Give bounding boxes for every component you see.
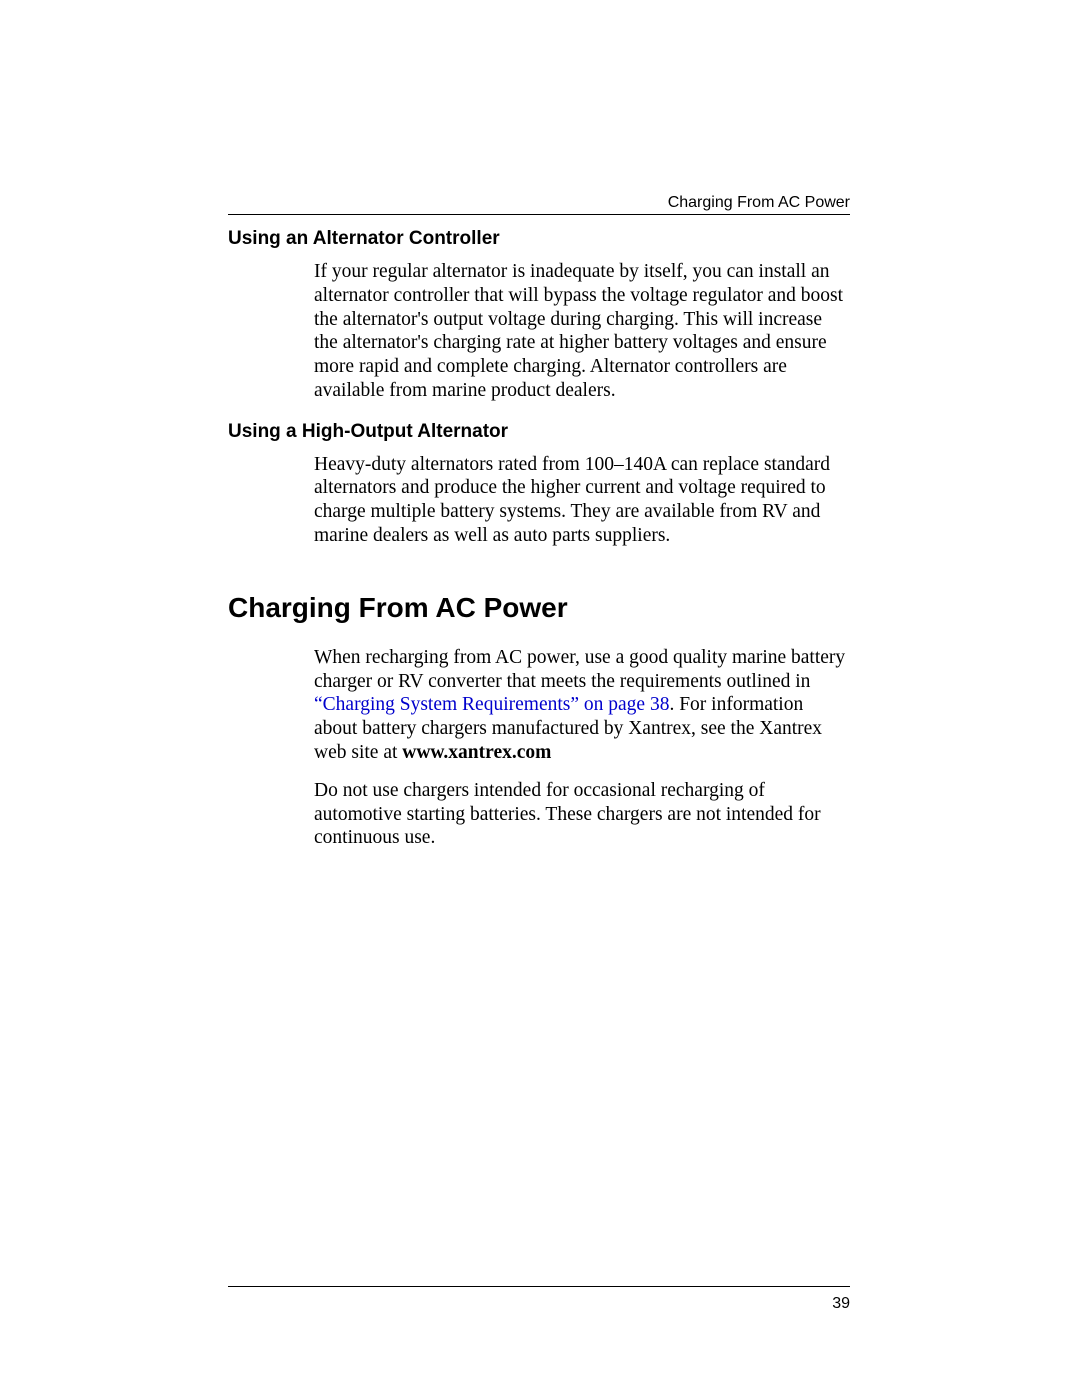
footer-rule [228,1286,850,1287]
page-number: 39 [832,1295,850,1313]
header-rule [228,214,850,215]
paragraph: If your regular alternator is inadequate… [314,260,850,403]
paragraph: Heavy-duty alternators rated from 100–14… [314,453,850,548]
running-header: Charging From AC Power [668,194,850,212]
body-block: Heavy-duty alternators rated from 100–14… [314,453,850,548]
text-run: When recharging from AC power, use a goo… [314,647,845,692]
subheading-alternator-controller: Using an Alternator Controller [228,228,850,250]
paragraph: When recharging from AC power, use a goo… [314,646,850,765]
page: Charging From AC Power Using an Alternat… [0,0,1080,1397]
content-area: Using an Alternator Controller If your r… [228,224,850,864]
website-url: www.xantrex.com [402,742,551,763]
paragraph: Do not use chargers intended for occasio… [314,779,850,850]
cross-reference-link[interactable]: “Charging System Requirements” on page 3… [314,694,669,715]
body-block: When recharging from AC power, use a goo… [314,646,850,850]
subheading-high-output-alternator: Using a High-Output Alternator [228,421,850,443]
heading-charging-from-ac-power: Charging From AC Power [228,592,850,624]
body-block: If your regular alternator is inadequate… [314,260,850,403]
